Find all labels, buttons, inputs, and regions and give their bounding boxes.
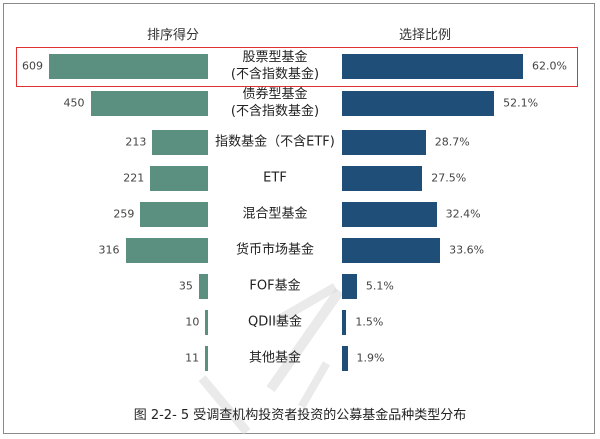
percentage-bar	[342, 237, 441, 263]
category-line-1: ETF	[263, 170, 287, 186]
percentage-bar	[342, 165, 423, 191]
percentage-label: 5.1%	[365, 279, 394, 293]
score-label: 11	[185, 351, 200, 365]
category-line-2: (不含指数基金)	[230, 104, 320, 119]
score-label: 10	[185, 315, 200, 329]
score-bar	[205, 309, 208, 335]
chart-row: 450 债券型基金 (不含指数基金) 52.1%	[0, 87, 600, 119]
score-label: 316	[98, 243, 120, 257]
percentage-label: 33.6%	[449, 243, 485, 257]
figure-caption: 图 2-2- 5 受调查机构投资者投资的公募基金品种类型分布	[133, 408, 467, 423]
score-bar	[90, 90, 208, 116]
highlight-box	[16, 47, 578, 87]
category-line-1: 股票型基金	[242, 50, 308, 65]
chart-row: 10 QDII基金 1.5%	[0, 309, 600, 335]
chart-row: 259 混合型基金 32.4%	[0, 201, 600, 227]
score-bar	[140, 201, 208, 227]
category-line-1: 指数基金（不含ETF)	[215, 134, 335, 150]
chart-row: 35 FOF基金 5.1%	[0, 273, 600, 299]
category-line-1: 货币市场基金	[235, 242, 314, 258]
chart-row: 221 ETF 27.5%	[0, 165, 600, 191]
category-line-1: FOF基金	[249, 278, 301, 294]
score-label: 35	[178, 279, 193, 293]
category-label: 混合型基金	[210, 206, 340, 223]
category-line-2: (不含指数基金)	[230, 67, 320, 82]
category-line-1: 债券型基金	[242, 87, 308, 102]
category-line-1: 其他基金	[248, 350, 301, 366]
percentage-bar	[342, 53, 523, 79]
percentage-label: 1.5%	[355, 315, 384, 329]
category-label: 股票型基金 (不含指数基金)	[210, 49, 340, 83]
percentage-label: 1.9%	[356, 351, 385, 365]
category-label: 债券型基金 (不含指数基金)	[210, 86, 340, 120]
category-label: FOF基金	[210, 278, 340, 295]
category-line-1: 混合型基金	[242, 206, 308, 222]
percentage-label: 27.5%	[431, 171, 467, 185]
score-label: 259	[113, 207, 135, 221]
right-panel-title: 选择比例	[398, 28, 451, 43]
category-label: 其他基金	[210, 350, 340, 367]
score-bar	[205, 345, 208, 371]
percentage-bar	[342, 129, 426, 155]
percentage-bar	[342, 345, 348, 371]
left-panel-title: 排序得分	[146, 28, 199, 43]
score-bar	[125, 237, 208, 263]
percentage-label: 62.0%	[532, 59, 567, 73]
chart-row: 11 其他基金 1.9%	[0, 345, 600, 371]
percentage-bar	[342, 309, 347, 335]
percentage-label: 28.7%	[434, 135, 470, 149]
score-label: 213	[125, 135, 147, 149]
category-label: 指数基金（不含ETF)	[210, 134, 340, 151]
score-label: 221	[123, 171, 145, 185]
chart-row: 316 货币市场基金 33.6%	[0, 237, 600, 263]
score-bar	[198, 273, 208, 299]
score-bar	[49, 53, 208, 79]
score-label: 450	[63, 96, 85, 110]
category-label: ETF	[210, 170, 340, 187]
chart-row: 609 股票型基金 (不含指数基金) 62.0%	[0, 50, 600, 82]
category-label: QDII基金	[210, 314, 340, 331]
percentage-bar	[342, 273, 357, 299]
percentage-label: 32.4%	[445, 207, 481, 221]
percentage-bar	[342, 201, 437, 227]
category-line-1: QDII基金	[248, 314, 302, 330]
score-bar	[150, 165, 208, 191]
score-label: 609	[22, 59, 43, 73]
chart-row: 213 指数基金（不含ETF) 28.7%	[0, 129, 600, 155]
percentage-bar	[342, 90, 495, 116]
score-bar	[152, 129, 208, 155]
percentage-label: 52.1%	[503, 96, 539, 110]
category-label: 货币市场基金	[210, 242, 340, 259]
